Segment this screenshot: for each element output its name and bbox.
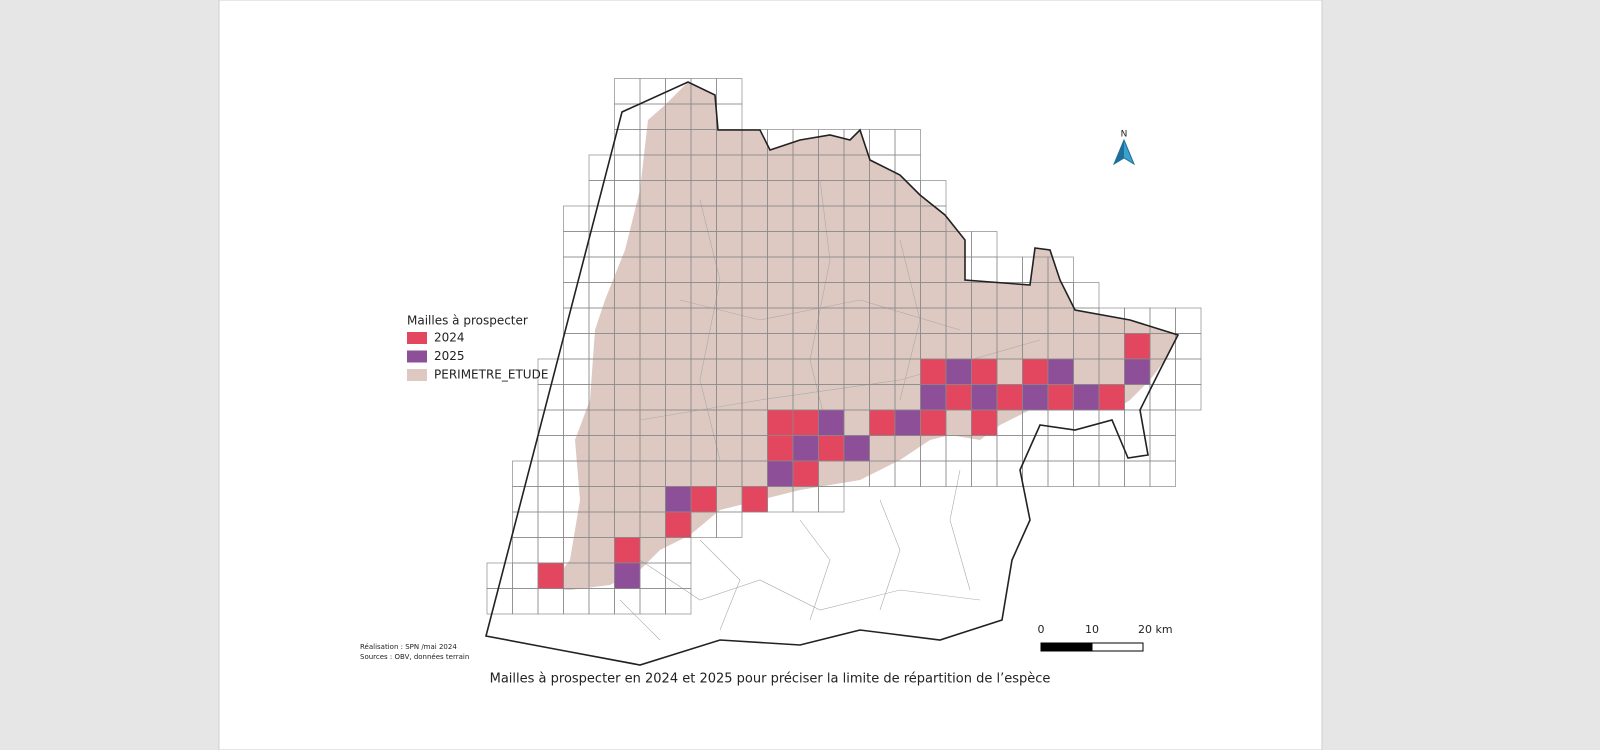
grid-cell	[665, 588, 692, 615]
north-label: N	[1121, 130, 1128, 140]
prospect-cell	[945, 384, 972, 411]
prospect-cell	[792, 409, 819, 436]
prospect-cell	[1022, 384, 1049, 411]
scale-label: 0	[1038, 623, 1045, 636]
prospect-cell	[920, 384, 947, 411]
credit: Sources : OBV, données terrain	[360, 653, 469, 661]
legend-swatch	[407, 332, 427, 344]
prospect-cell	[818, 435, 845, 462]
scale-bar: 0 10 20 km	[1038, 623, 1173, 652]
prospect-cell	[1022, 358, 1049, 385]
prospect-cell	[945, 358, 972, 385]
prospect-cell	[843, 435, 870, 462]
region-outline	[485, 81, 1180, 666]
commune-boundary	[809, 179, 831, 441]
grid-cell	[1149, 460, 1176, 487]
legend: Mailles à prospecter 2024 2025 PERIMETRE_E…	[407, 314, 548, 382]
credit: Réalisation : SPN /mai 2024	[360, 643, 457, 651]
prospect-cell	[741, 486, 768, 513]
prospect-cell	[792, 435, 819, 462]
grid-cell	[818, 486, 845, 513]
scale-label: 10	[1085, 623, 1099, 636]
commune-boundary	[699, 199, 721, 461]
grid-cell	[716, 511, 743, 538]
prospect-cell	[537, 562, 564, 589]
prospect-cell	[971, 358, 998, 385]
commune-boundary	[799, 519, 831, 621]
prospect-cell	[894, 409, 921, 436]
legend-swatch	[407, 369, 427, 381]
scale-segment	[1091, 642, 1144, 652]
prospect-cell	[1073, 384, 1100, 411]
commune-boundary	[879, 499, 901, 611]
prospect-cell	[920, 409, 947, 436]
legend-label: PERIMETRE_ETUDE	[434, 368, 548, 382]
legend-label: 2024	[434, 331, 465, 345]
commune-boundary	[639, 559, 981, 611]
study-perimeter	[548, 82, 1178, 590]
prospect-cell	[1047, 358, 1074, 385]
scale-segment	[1040, 642, 1093, 652]
prospect-cell	[1047, 384, 1074, 411]
prospect-cell	[869, 409, 896, 436]
prospect-cell	[665, 486, 692, 513]
prospect-cell	[996, 384, 1023, 411]
legend-swatch	[407, 350, 427, 363]
prospect-cell	[614, 562, 641, 589]
prospect-cell	[1098, 384, 1125, 411]
north-arrow: N	[1112, 130, 1136, 166]
legend-label: 2025	[434, 349, 465, 363]
prospect-cell	[665, 511, 692, 538]
prospect-cell	[690, 486, 717, 513]
prospect-cell	[1124, 333, 1151, 360]
commune-boundary	[679, 299, 961, 331]
prospect-cell	[767, 460, 794, 487]
prospect-cell	[614, 537, 641, 564]
caption: Mailles à prospecter en 2024 et 2025 pou…	[490, 672, 1051, 687]
scale-label: 20 km	[1138, 623, 1173, 636]
commune-boundary	[699, 539, 741, 631]
north-symbol-shade	[1114, 140, 1124, 164]
prospect-cell	[792, 460, 819, 487]
prospect-cell	[767, 409, 794, 436]
commune-boundary	[899, 239, 921, 401]
map	[485, 78, 1202, 666]
commune-boundary	[619, 599, 661, 641]
prospect-cell	[818, 409, 845, 436]
prospect-cell	[1124, 358, 1151, 385]
prospect-cell	[971, 409, 998, 436]
prospect-cell	[767, 435, 794, 462]
prospect-cell	[920, 358, 947, 385]
prospect-cell	[971, 384, 998, 411]
grid-cell	[1175, 384, 1202, 411]
legend-title: Mailles à prospecter	[407, 314, 528, 328]
